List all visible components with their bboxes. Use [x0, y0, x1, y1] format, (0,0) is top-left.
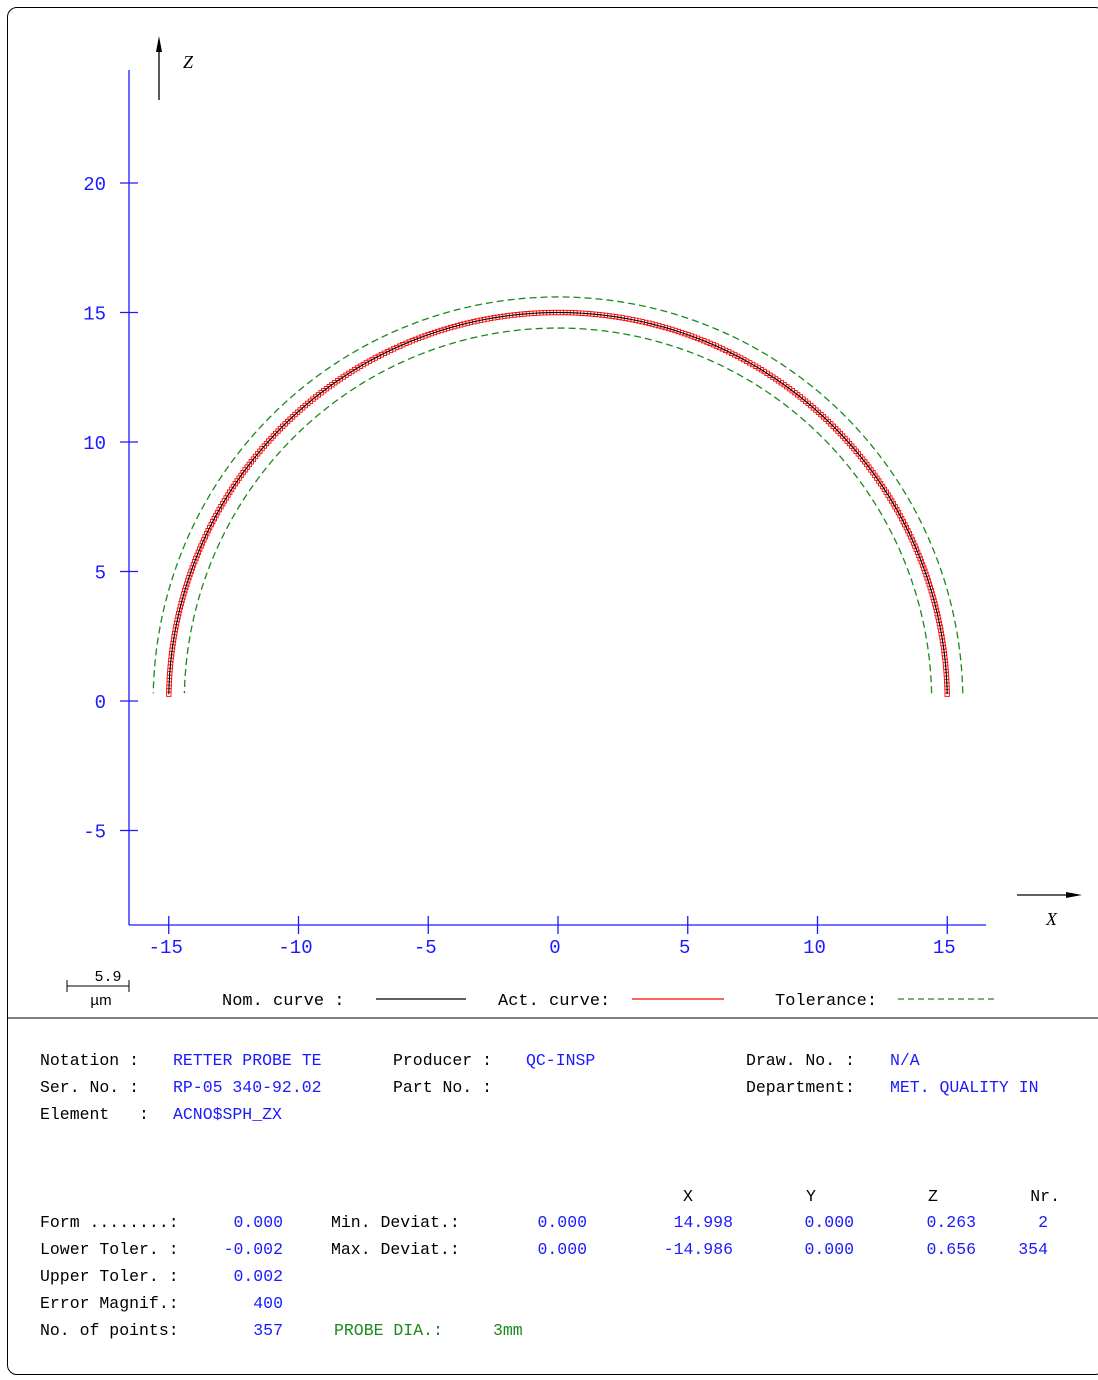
- y-tick-label: 0: [95, 692, 106, 714]
- x-tick-label: -15: [149, 937, 183, 959]
- scale-bar-unit: µm: [90, 992, 111, 1009]
- probe-dia-label: PROBE DIA.:: [334, 1321, 443, 1340]
- y-tick-label: -5: [83, 822, 106, 844]
- arc-profile-chart: Z X -15 -10 -5 0 5 10 15 20 15 10 5 0 -5 5.9 µm Nom.…: [7, 36, 1098, 1019]
- min-nr: 2: [1038, 1213, 1048, 1232]
- department-value: MET. QUALITY IN: [890, 1078, 1039, 1097]
- form-label: Form ........:: [40, 1213, 179, 1232]
- x-tick-label: -10: [278, 937, 312, 959]
- max-y: 0.000: [804, 1240, 854, 1259]
- upper-toler-value: 0.002: [233, 1267, 283, 1286]
- x-tick-label: 10: [803, 937, 826, 959]
- header-x: X: [683, 1187, 693, 1206]
- curves: [152, 296, 964, 697]
- error-magnif-label: Error Magnif.:: [40, 1294, 179, 1313]
- scale-bar-value: 5.9: [94, 969, 121, 986]
- drawno-label: Draw. No. :: [746, 1051, 855, 1070]
- scale-bar: 5.9 µm: [66, 969, 130, 1009]
- notation-value: RETTER PROBE TE: [173, 1051, 322, 1070]
- min-x: 14.998: [673, 1213, 733, 1232]
- y-tick-label: 5: [95, 563, 106, 585]
- drawno-value: N/A: [890, 1051, 920, 1070]
- element-label: Element :: [40, 1105, 149, 1124]
- y-tick-label: 15: [83, 304, 106, 326]
- min-deviat-label: Min. Deviat.:: [331, 1213, 460, 1232]
- max-nr: 354: [1018, 1240, 1048, 1259]
- points-label: No. of points:: [40, 1321, 179, 1340]
- header-nr: Nr.: [1030, 1187, 1060, 1206]
- legend-act-label: Act. curve:: [498, 992, 610, 1011]
- x-tick-label: -5: [414, 937, 437, 959]
- lower-toler-value: -0.002: [223, 1240, 283, 1259]
- min-deviat-value: 0.000: [537, 1213, 587, 1232]
- max-x: -14.986: [663, 1240, 733, 1259]
- partno-label: Part No. :: [393, 1078, 493, 1097]
- upper-toler-label: Upper Toler. :: [40, 1267, 179, 1286]
- axis-ticks: -15 -10 -5 0 5 10 15 20 15 10 5 0 -5: [83, 174, 955, 959]
- form-value: 0.000: [233, 1213, 283, 1232]
- x-tick-label: 0: [549, 937, 560, 959]
- notation-label: Notation :: [40, 1051, 140, 1070]
- producer-label: Producer :: [393, 1051, 493, 1070]
- max-deviat-label: Max. Deviat.:: [331, 1240, 460, 1259]
- header-z: Z: [928, 1187, 938, 1206]
- max-z: 0.656: [926, 1240, 976, 1259]
- probe-dia-value: 3mm: [493, 1321, 523, 1340]
- x-axis-label: X: [1045, 909, 1058, 929]
- element-value: ACNO$SPH_ZX: [173, 1105, 282, 1124]
- actual-curve: [166, 309, 950, 697]
- producer-value: QC-INSP: [526, 1051, 596, 1070]
- z-axis-label: Z: [183, 52, 194, 72]
- z-arrow-head: [156, 36, 162, 52]
- serno-label: Ser. No. :: [40, 1078, 140, 1097]
- serno-value: RP-05 340-92.02: [173, 1078, 322, 1097]
- y-tick-label: 20: [83, 174, 106, 196]
- legend-tol-label: Tolerance:: [775, 992, 877, 1011]
- points-value: 357: [253, 1321, 283, 1340]
- header-y: Y: [806, 1187, 816, 1206]
- x-tick-label: 15: [933, 937, 956, 959]
- tolerance-outer: [152, 296, 964, 694]
- y-tick-label: 10: [83, 433, 106, 455]
- department-label: Department:: [746, 1078, 855, 1097]
- tolerance-inner: [183, 327, 933, 694]
- x-arrow-head: [1066, 892, 1082, 898]
- x-tick-label: 5: [679, 937, 690, 959]
- max-deviat-value: 0.000: [537, 1240, 587, 1259]
- lower-toler-label: Lower Toler. :: [40, 1240, 179, 1259]
- legend-nom-label: Nom. curve :: [222, 992, 344, 1011]
- report-frame: [7, 7, 1098, 1375]
- legend: Nom. curve : Act. curve: Tolerance:: [222, 992, 994, 1011]
- error-magnif-value: 400: [253, 1294, 283, 1313]
- min-y: 0.000: [804, 1213, 854, 1232]
- min-z: 0.263: [926, 1213, 976, 1232]
- nominal-curve: [168, 311, 948, 695]
